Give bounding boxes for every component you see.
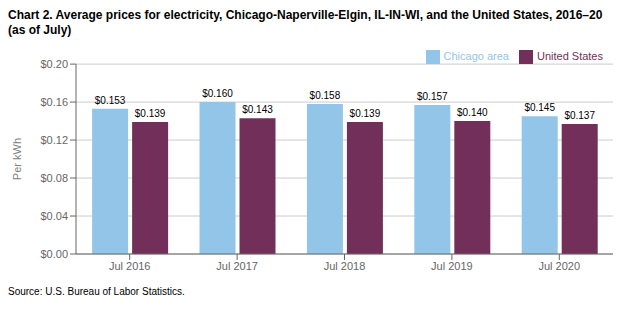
svg-text:$0.04: $0.04: [40, 210, 68, 222]
svg-text:$0.12: $0.12: [40, 134, 68, 146]
svg-text:$0.140: $0.140: [457, 107, 488, 118]
svg-text:$0.139: $0.139: [135, 108, 166, 119]
svg-text:Jul 2019: Jul 2019: [431, 260, 473, 272]
svg-text:Jul 2017: Jul 2017: [216, 260, 258, 272]
svg-text:Jul 2018: Jul 2018: [324, 260, 366, 272]
svg-text:$0.08: $0.08: [40, 172, 68, 184]
svg-text:$0.145: $0.145: [524, 102, 555, 113]
svg-text:$0.157: $0.157: [417, 91, 448, 102]
html-text:Source: U.S. Bureau of Labor S: Source: U.S. Bureau of Labor Statistics.: [8, 286, 185, 297]
svg-text:Jul 2016: Jul 2016: [109, 260, 151, 272]
svg-text:$0.158: $0.158: [310, 90, 341, 101]
svg-text:$0.153: $0.153: [95, 95, 126, 106]
svg-text:Per kWh: Per kWh: [11, 138, 23, 180]
svg-text:$0.20: $0.20: [40, 58, 68, 70]
svg-text:$0.137: $0.137: [564, 110, 595, 121]
svg-text:$0.139: $0.139: [350, 108, 381, 119]
svg-text:$0.143: $0.143: [242, 104, 273, 115]
svg-text:Jul 2020: Jul 2020: [539, 260, 581, 272]
svg-text:$0.16: $0.16: [40, 96, 68, 108]
html-text:Chart 2. Average prices for el: Chart 2. Average prices for electricity,…: [8, 8, 610, 37]
html-text:United States: United States: [537, 50, 603, 62]
html-text:Chicago area: Chicago area: [443, 50, 509, 62]
svg-text:$0.00: $0.00: [40, 248, 68, 260]
svg-text:$0.160: $0.160: [202, 88, 233, 99]
